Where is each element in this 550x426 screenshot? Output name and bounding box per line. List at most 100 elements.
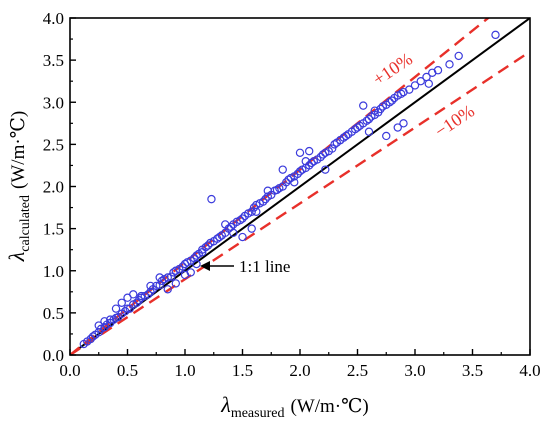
data-point xyxy=(247,207,256,216)
data-point xyxy=(382,131,391,141)
data-point xyxy=(100,322,109,332)
y-tick-label: 2.5 xyxy=(43,135,64,154)
data-point xyxy=(353,123,362,132)
data-point xyxy=(263,186,272,195)
data-point xyxy=(155,273,164,282)
annotation-plus10: +10% xyxy=(369,49,416,90)
data-point xyxy=(166,272,176,281)
data-point xyxy=(410,81,420,90)
reference-line-2 xyxy=(70,50,530,355)
y-tick-label: 4.0 xyxy=(43,9,64,28)
data-point xyxy=(295,148,305,157)
data-point xyxy=(328,144,337,153)
data-point xyxy=(120,306,130,316)
data-point xyxy=(117,298,126,307)
data-point xyxy=(336,135,345,145)
x-tick-label: 3.5 xyxy=(462,361,483,380)
data-point xyxy=(134,296,144,305)
data-point xyxy=(301,157,310,166)
data-point xyxy=(86,334,95,344)
data-point xyxy=(445,60,454,69)
data-point xyxy=(364,114,374,124)
x-axis-ticks: 0.0 0.5 1.0 1.5 2.0 2.5 3.0 3.5 4.0 xyxy=(59,349,541,380)
data-point xyxy=(247,224,256,233)
data-point xyxy=(238,232,247,242)
x-tick-label: 1.5 xyxy=(232,361,253,380)
data-point xyxy=(163,273,172,282)
data-point xyxy=(491,30,500,40)
data-point xyxy=(137,291,146,301)
data-point xyxy=(316,152,325,162)
y-tick-label: 3.5 xyxy=(43,51,64,70)
data-point xyxy=(94,321,103,330)
data-point xyxy=(229,228,238,238)
data-points xyxy=(79,30,500,349)
data-point xyxy=(330,140,339,149)
y-axis-label-unit: (W/m·℃) xyxy=(8,111,29,189)
data-point xyxy=(163,285,172,294)
data-point xyxy=(249,203,259,212)
data-point xyxy=(198,248,207,257)
data-point xyxy=(221,220,230,229)
data-point xyxy=(207,194,216,204)
data-point xyxy=(238,214,247,223)
x-tick-label: 2.5 xyxy=(347,361,368,380)
y-axis-ticks: 0.0 0.5 1.0 1.5 2.0 2.5 3.0 3.5 4.0 xyxy=(43,9,76,365)
data-point xyxy=(359,101,368,110)
data-point xyxy=(129,290,138,299)
data-point xyxy=(405,85,414,94)
annotation-minus10: −10% xyxy=(431,101,478,142)
data-point xyxy=(152,281,161,291)
x-tick-label: 0.0 xyxy=(59,361,80,380)
data-point xyxy=(387,96,397,105)
data-point xyxy=(397,89,406,99)
x-axis-label-unit: (W/m·℃) xyxy=(290,396,368,417)
data-point xyxy=(424,79,433,88)
data-point xyxy=(433,66,443,75)
data-point xyxy=(385,98,394,107)
data-point xyxy=(111,304,121,313)
data-point xyxy=(362,116,371,125)
y-axis-label-symbol: λ xyxy=(4,252,29,263)
reference-line-0 xyxy=(70,18,530,355)
data-point xyxy=(132,298,141,307)
data-point xyxy=(341,131,351,141)
y-tick-label: 1.0 xyxy=(43,262,64,281)
y-tick-label: 1.5 xyxy=(43,220,64,239)
data-point xyxy=(171,279,180,288)
x-tick-label: 3.0 xyxy=(404,361,425,380)
x-axis-label: λmeasured (W/m·℃) xyxy=(220,392,368,421)
x-tick-label: 2.0 xyxy=(289,361,310,380)
annotation-1to1-label: 1:1 line xyxy=(239,257,290,276)
data-point xyxy=(192,259,201,269)
data-point xyxy=(235,215,245,225)
x-tick-label: 4.0 xyxy=(519,361,540,380)
y-tick-label: 0.5 xyxy=(43,304,64,323)
data-point xyxy=(278,165,287,174)
data-point xyxy=(393,123,402,132)
data-point xyxy=(106,315,115,324)
data-point xyxy=(454,51,463,61)
data-point xyxy=(146,287,155,297)
data-point xyxy=(252,207,261,216)
y-axis-label-subscript: calculated xyxy=(18,195,33,252)
data-point xyxy=(123,304,132,313)
x-axis-label-subscript: measured xyxy=(231,406,285,421)
annotation-1to1-arrow xyxy=(200,261,234,271)
data-point xyxy=(215,232,224,242)
data-point xyxy=(290,178,299,187)
data-point xyxy=(261,194,270,204)
data-point xyxy=(186,268,195,277)
data-point xyxy=(203,241,213,250)
data-point xyxy=(178,262,187,271)
x-tick-label: 1.0 xyxy=(174,361,195,380)
y-tick-label: 2.0 xyxy=(43,178,64,197)
data-point xyxy=(259,197,268,206)
data-point xyxy=(364,127,374,136)
data-point xyxy=(376,104,385,114)
data-point xyxy=(146,281,155,291)
data-point xyxy=(399,119,408,128)
data-point xyxy=(282,178,291,187)
data-point xyxy=(305,146,314,156)
